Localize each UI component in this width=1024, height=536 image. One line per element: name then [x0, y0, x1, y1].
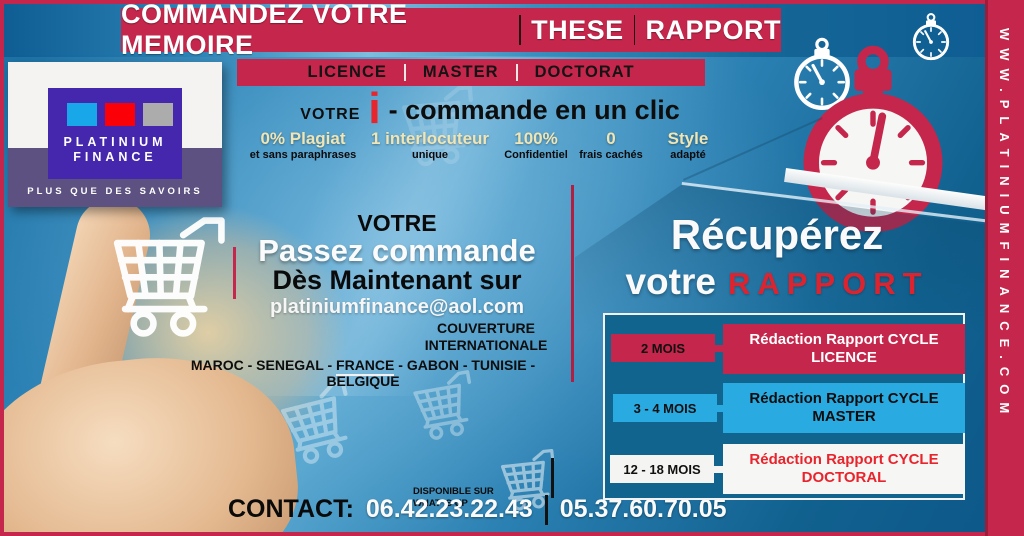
stat-label: unique [411, 149, 449, 161]
recover-votre: votre [625, 261, 716, 302]
headline-votre: VOTRE [300, 106, 361, 123]
row-line2: DOCTORAL [801, 469, 887, 486]
stat-interlocuteur: 1 interlocuteur unique [365, 129, 495, 162]
banner-part-1: COMMANDEZ VOTRE MEMOIRE [121, 0, 408, 60]
divider [985, 0, 988, 536]
divider [403, 64, 406, 81]
connector [713, 405, 725, 412]
logo: PLATINIUM FINANCE PLUS QUE DES SAVOIRS [8, 62, 222, 207]
recover-line1: Récupérez [670, 211, 884, 258]
logo-name-line2: FINANCE [73, 150, 157, 164]
logo-square-red [105, 103, 135, 126]
main-banner: COMMANDEZ VOTRE MEMOIRE THESE RAPPORT [121, 0, 781, 60]
cart-icon [92, 214, 240, 346]
level-licence: LICENCE [307, 63, 387, 81]
divider [233, 247, 236, 299]
website-url: WWW.PLATINIUMFINANCE.COM [997, 28, 1012, 422]
divider [633, 15, 636, 45]
phone-number-1: 06.42.23.22.43 [365, 495, 533, 523]
connector [714, 466, 725, 473]
row-line2: MASTER [812, 408, 876, 425]
divider [544, 495, 548, 525]
headline: VOTRE i - commande en un clic [262, 84, 718, 133]
stat-value: 100% [514, 129, 558, 148]
level-doctorat: DOCTORAT [534, 63, 635, 81]
coverage-line1: COUVERTURE [436, 320, 535, 336]
row-line1: Rédaction Rapport CYCLE [749, 451, 939, 468]
duration-badge: 12 - 18 MOIS [610, 455, 714, 483]
availability: DISPONIBLE SUR WHAT 'S UP [413, 486, 494, 510]
divider [519, 15, 522, 45]
countries-list: MAROC - SENEGAL - FRANCE - GABON - TUNIS… [163, 357, 563, 389]
stat-value: Style [667, 129, 709, 148]
country-france: FRANCE [336, 357, 395, 376]
logo-tagline: PLUS QUE DES SAVOIRS [27, 186, 203, 197]
stat-label: adapté [670, 149, 706, 161]
coverage-title: COUVERTURE INTERNATIONALE [397, 320, 575, 354]
stat-value: 1 interlocuteur [370, 129, 490, 148]
coverage-line2: INTERNATIONALE [424, 337, 548, 353]
banner-part-2: THESE [531, 14, 624, 45]
contact-label: CONTACT: [228, 495, 354, 523]
timeline-panel: 2 MOIS Rédaction Rapport CYCLE LICENCE 3… [603, 313, 965, 500]
banner-part-3: RAPPORT [645, 14, 781, 45]
row-line2: LICENCE [811, 349, 877, 366]
timeline-row-doctoral: Rédaction Rapport CYCLE DOCTORAL [723, 444, 965, 494]
logo-square-gray [143, 103, 173, 126]
logo-square-cyan [67, 103, 97, 126]
frame-border [0, 0, 1024, 4]
order-line3: Dès Maintenant sur [272, 265, 522, 295]
order-block: VOTRE Passez commande Dès Maintenant sur… [237, 211, 557, 319]
duration-badge: 2 MOIS [611, 334, 715, 362]
logo-name-line1: PLATINIUM [63, 135, 167, 149]
duration-badge: 3 - 4 MOIS [613, 394, 717, 422]
headline-rest: - commande en un clic [388, 95, 680, 125]
order-email: platiniumfinance@aol.com [270, 296, 524, 318]
recover-rapport: RAPPORT [727, 266, 929, 301]
contact-bar: CONTACT: 06.42.23.22.43 05.37.60.70.05 [228, 495, 727, 525]
divider [515, 64, 518, 81]
availability-line2: WHAT 'S UP [413, 498, 468, 509]
recover-heading: Récupérez votre RAPPORT [585, 211, 969, 303]
stat-label: frais cachés [579, 149, 643, 161]
stat-confidentiel: 100% Confidentiel [498, 129, 574, 162]
stat-style: Style adapté [652, 129, 724, 162]
logo-emblem: PLATINIUM FINANCE [48, 88, 182, 179]
countries-suffix: - GABON - TUNISIE - BELGIQUE [326, 357, 536, 389]
stat-label: Confidentiel [504, 149, 568, 161]
level-master: MASTER [422, 63, 499, 81]
levels-bar: LICENCE MASTER DOCTORAT [237, 59, 705, 86]
availability-line1: DISPONIBLE SUR [413, 486, 494, 497]
stat-plagiat: 0% Plagiat et sans paraphrases [245, 129, 361, 162]
stat-frais: 0 frais cachés [576, 129, 646, 162]
website-sidebar: WWW.PLATINIUMFINANCE.COM [985, 0, 1024, 536]
frame-border [0, 0, 4, 536]
stat-value: 0 [606, 129, 616, 148]
stat-label: et sans paraphrases [249, 149, 357, 161]
timeline-row-licence: Rédaction Rapport CYCLE LICENCE [723, 324, 965, 374]
divider [571, 185, 574, 382]
order-line2: Passez commande [258, 233, 536, 268]
frame-border [0, 532, 1024, 536]
headline-i: i [368, 84, 381, 133]
timeline-row-master: Rédaction Rapport CYCLE MASTER [723, 383, 965, 433]
row-line1: Rédaction Rapport CYCLE [749, 390, 939, 407]
row-line1: Rédaction Rapport CYCLE [749, 331, 939, 348]
countries-prefix: MAROC - SENEGAL - [190, 357, 337, 373]
divider [551, 458, 554, 498]
stat-value: 0% Plagiat [260, 129, 346, 148]
order-votre: VOTRE [357, 210, 437, 236]
connector [715, 345, 725, 352]
